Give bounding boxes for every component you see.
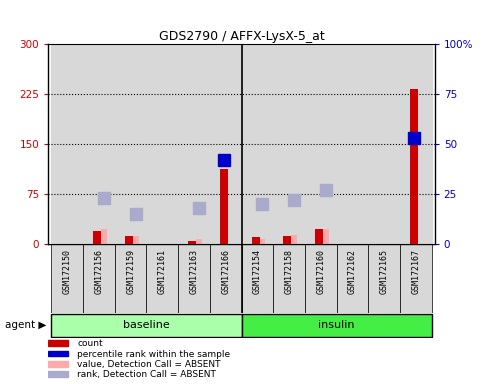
Title: GDS2790 / AFFX-LysX-5_at: GDS2790 / AFFX-LysX-5_at [158,30,325,43]
FancyBboxPatch shape [337,244,368,313]
Text: baseline: baseline [123,320,170,331]
Text: GSM172162: GSM172162 [348,249,357,295]
FancyBboxPatch shape [242,244,273,313]
Bar [368,44,400,244]
Text: count: count [77,339,103,348]
Bar [93,230,101,244]
Text: GSM172160: GSM172160 [316,249,325,295]
Bar [259,238,265,244]
Bar [220,169,228,244]
FancyBboxPatch shape [178,244,210,313]
FancyBboxPatch shape [52,314,242,337]
FancyBboxPatch shape [273,244,305,313]
Bar [125,236,133,244]
Bar [101,229,107,244]
Bar [323,229,328,244]
Bar [133,236,139,244]
Bar [83,44,115,244]
FancyBboxPatch shape [400,244,431,313]
Text: value, Detection Call = ABSENT: value, Detection Call = ABSENT [77,360,221,369]
Bar [188,240,197,244]
FancyBboxPatch shape [210,244,242,313]
Text: insulin: insulin [318,320,355,331]
Text: GSM172150: GSM172150 [63,249,72,295]
Text: GSM172158: GSM172158 [284,249,294,295]
Bar [410,89,418,244]
Bar [48,361,68,367]
Bar [291,235,297,244]
Text: GSM172163: GSM172163 [189,249,199,295]
Bar [284,236,291,244]
FancyBboxPatch shape [368,244,400,313]
Text: GSM172165: GSM172165 [380,249,388,295]
Text: percentile rank within the sample: percentile rank within the sample [77,349,230,359]
FancyBboxPatch shape [115,244,146,313]
Bar [48,340,68,346]
Bar [52,44,83,244]
FancyBboxPatch shape [52,244,83,313]
Bar [210,44,242,244]
Text: agent ▶: agent ▶ [5,320,47,331]
Bar [315,229,323,244]
Text: GSM172154: GSM172154 [253,249,262,295]
Bar [242,44,273,244]
Bar [273,44,305,244]
Bar [337,44,368,244]
Text: GSM172159: GSM172159 [126,249,135,295]
Bar [146,44,178,244]
FancyBboxPatch shape [242,314,431,337]
FancyBboxPatch shape [146,244,178,313]
Text: GSM172156: GSM172156 [95,249,103,295]
Bar [305,44,337,244]
Bar [115,44,146,244]
FancyBboxPatch shape [83,244,115,313]
Bar [48,371,68,377]
Bar [178,44,210,244]
Bar [400,44,431,244]
Text: GSM172166: GSM172166 [221,249,230,295]
Bar [196,238,202,244]
Bar [48,351,68,356]
Text: rank, Detection Call = ABSENT: rank, Detection Call = ABSENT [77,370,216,379]
Text: GSM172167: GSM172167 [411,249,420,295]
FancyBboxPatch shape [305,244,337,313]
Bar [252,237,260,244]
Text: GSM172161: GSM172161 [158,249,167,295]
